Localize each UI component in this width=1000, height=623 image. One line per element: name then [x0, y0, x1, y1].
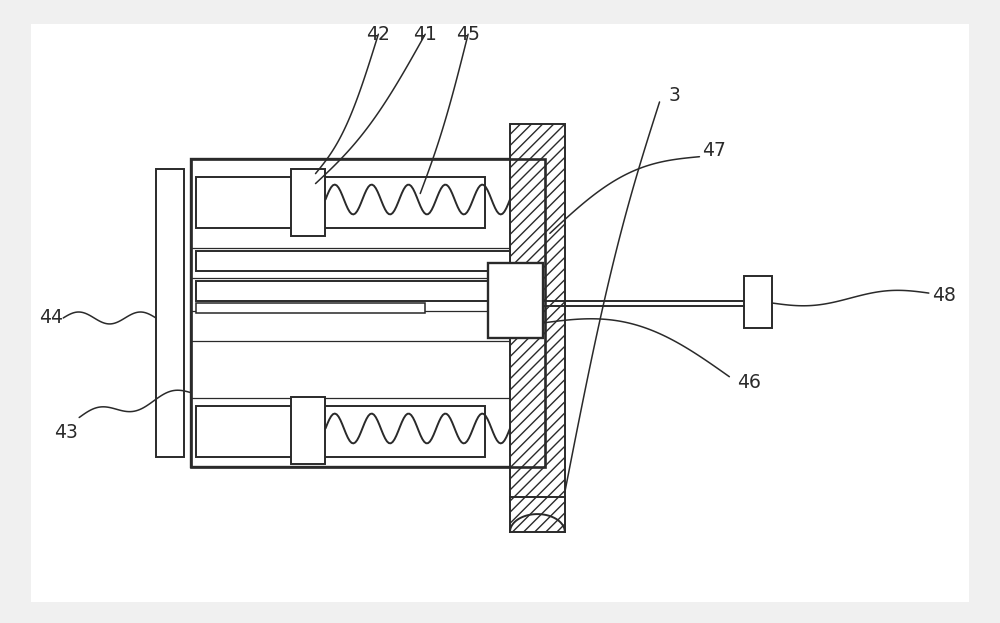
Text: 48: 48 — [932, 285, 956, 305]
Text: 43: 43 — [54, 423, 78, 442]
Bar — [196, 281, 510, 301]
Text: 47: 47 — [702, 141, 726, 160]
Bar — [744, 276, 772, 328]
Bar — [291, 169, 325, 236]
Bar — [488, 263, 543, 338]
Bar — [196, 303, 425, 313]
Text: 45: 45 — [456, 25, 480, 44]
Bar — [196, 251, 510, 271]
Text: 3: 3 — [669, 87, 680, 105]
Bar — [156, 169, 184, 457]
Bar — [510, 497, 565, 532]
Bar — [191, 159, 545, 467]
Bar — [196, 176, 485, 229]
Text: 41: 41 — [413, 25, 437, 44]
Bar — [291, 397, 325, 464]
Bar — [196, 406, 485, 457]
Text: 46: 46 — [737, 373, 761, 392]
Bar — [510, 124, 565, 502]
Text: 44: 44 — [39, 308, 63, 328]
Text: 42: 42 — [366, 25, 390, 44]
Bar — [191, 159, 545, 467]
